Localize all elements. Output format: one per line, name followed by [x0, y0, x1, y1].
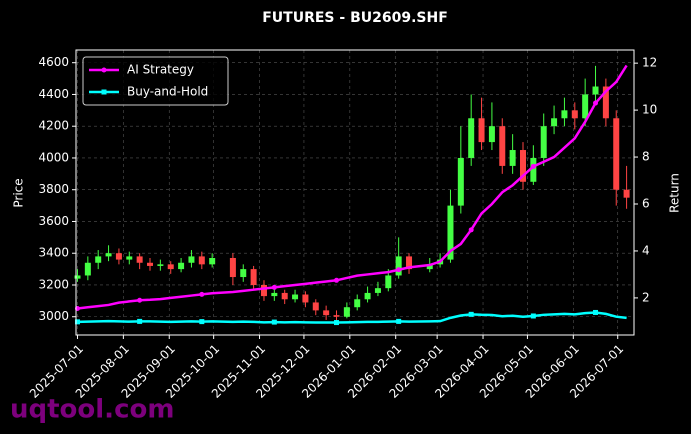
candle-body	[602, 86, 609, 119]
candle-body	[157, 264, 164, 266]
y-axis-label: Price	[12, 178, 26, 207]
candle-body	[167, 264, 174, 270]
candle-body	[457, 157, 464, 206]
candle-body	[126, 256, 133, 260]
candle-body	[478, 118, 485, 143]
y2-axis-label: Return	[668, 173, 682, 213]
y-tick-label: 4000	[38, 150, 69, 164]
series-marker	[199, 291, 205, 297]
candle-body	[561, 110, 568, 119]
y-tick-label: 3400	[38, 246, 69, 260]
candle-body	[178, 262, 185, 270]
series-marker	[271, 284, 277, 290]
series-marker	[333, 320, 339, 326]
candle-body	[95, 256, 102, 263]
candle-body	[74, 275, 81, 279]
legend-label: AI Strategy	[127, 63, 194, 77]
plot-frame	[75, 49, 635, 336]
series-marker	[468, 311, 474, 317]
y2-tick-label: 10	[642, 103, 657, 117]
candle-body	[540, 126, 547, 158]
y-tick-label: 3800	[38, 182, 69, 196]
candle-body	[364, 292, 371, 300]
series-marker	[271, 319, 277, 325]
legend-marker	[101, 67, 107, 73]
y2-tick-label: 6	[642, 197, 650, 211]
candle-body	[374, 288, 381, 293]
candle-body	[519, 150, 526, 182]
legend-marker	[101, 89, 107, 95]
candle-body	[333, 315, 340, 317]
candle-body	[229, 257, 236, 278]
candle-body	[613, 118, 620, 190]
candle-body	[592, 86, 599, 95]
candle-body	[447, 205, 454, 260]
y-tick-label: 3000	[38, 309, 69, 323]
legend-box	[82, 56, 229, 106]
candle-body	[468, 118, 475, 158]
legend-label: Buy-and-Hold	[127, 85, 208, 99]
candle-body	[551, 118, 558, 127]
series-marker	[593, 309, 599, 315]
watermark: uqtool.com	[10, 395, 174, 425]
y-tick-label: 3600	[38, 214, 69, 228]
candle-body	[509, 150, 516, 166]
series-marker	[396, 318, 402, 324]
candle-body	[198, 256, 205, 265]
y2-tick-label: 12	[642, 56, 657, 70]
y2-tick-label: 2	[642, 290, 650, 304]
candle-body	[188, 256, 195, 263]
candle-body	[582, 94, 589, 119]
candle-body	[240, 269, 247, 278]
candle-body	[488, 126, 495, 143]
series-marker	[468, 227, 474, 233]
y-tick-label: 3200	[38, 277, 69, 291]
candle-body	[623, 189, 630, 198]
series-line	[77, 311, 627, 324]
candle-body	[136, 256, 143, 263]
candle-body	[385, 275, 392, 289]
candle-body	[323, 310, 330, 316]
chart-title: FUTURES - BU2609.SHF	[262, 10, 448, 26]
candle-body	[260, 284, 267, 297]
series-marker	[74, 319, 80, 325]
candle-body	[426, 264, 433, 270]
candle-body	[530, 157, 537, 182]
y2-tick-label: 4	[642, 243, 650, 257]
candle-body	[395, 256, 402, 276]
candle-body	[115, 253, 122, 260]
candle-body	[312, 302, 319, 311]
candle-body	[406, 256, 413, 270]
candle-body	[147, 262, 154, 266]
series-marker	[530, 313, 536, 319]
candle-body	[354, 299, 361, 308]
series-marker	[530, 163, 536, 169]
candle-body	[271, 292, 278, 297]
candle-body	[302, 294, 309, 303]
series-marker	[199, 319, 205, 325]
candle-body	[281, 292, 288, 300]
candle-body	[343, 307, 350, 317]
y-tick-label: 4600	[38, 55, 69, 69]
candle-body	[499, 126, 506, 166]
y-tick-label: 4200	[38, 119, 69, 133]
candle-body	[105, 253, 112, 257]
y2-tick-label: 8	[642, 150, 650, 164]
series-line	[77, 64, 628, 310]
candle-body	[292, 294, 299, 300]
candle-body	[209, 257, 216, 265]
series-marker	[396, 267, 402, 273]
candle-body	[84, 262, 91, 276]
series-marker	[137, 318, 143, 324]
series-marker	[137, 297, 143, 303]
candle-body	[571, 110, 578, 119]
y-tick-label: 4400	[38, 87, 69, 101]
series-marker	[593, 100, 599, 106]
series-marker	[333, 277, 339, 283]
candle-body	[250, 269, 257, 285]
